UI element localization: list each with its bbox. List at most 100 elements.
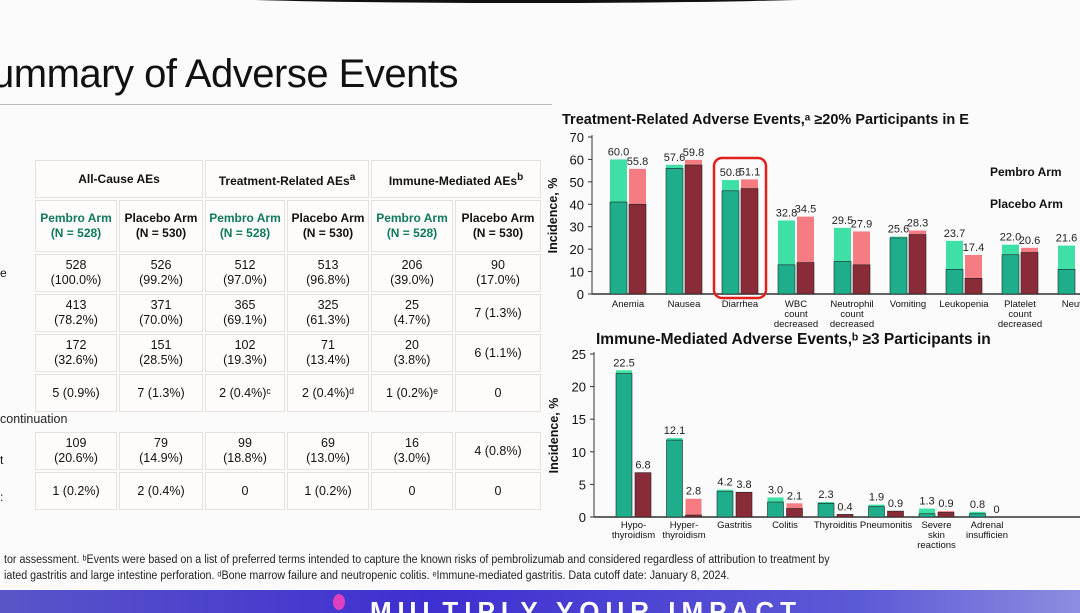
pembro-bar-inner-segment [969, 513, 986, 518]
category-label: Anemia [612, 299, 645, 310]
data-label: 0 [993, 504, 999, 516]
charts-canvas: Treatment-Related Adverse Events,ᵃ ≥20% … [546, 112, 1080, 551]
placebo-bar-inner-segment [937, 512, 955, 518]
data-label: 4.2 [717, 477, 732, 489]
pembro-bar-inner-segment [945, 269, 964, 295]
data-label: 20.6 [1019, 235, 1040, 247]
data-label: 0.4 [837, 501, 852, 513]
category-label: Hypo- [621, 520, 646, 531]
chart-title: Treatment-Related Adverse Events,ᵃ ≥20% … [562, 112, 969, 128]
banner: MULTIPLY YOUR IMPACT [0, 590, 1080, 613]
table-cell: 151 (28.5%) [119, 334, 203, 372]
pembro-bar-inner-segment [868, 506, 885, 518]
table-cell: 69 (13.0%) [287, 432, 369, 470]
data-label: 6.8 [635, 460, 650, 472]
data-label: 0.8 [970, 499, 985, 511]
category-label: reactions [917, 540, 956, 551]
data-label: 29.5 [832, 215, 853, 227]
table-cell: 0 [371, 472, 453, 510]
table-cell: 7 (1.3%) [119, 374, 203, 412]
y-axis-label: Incidence, % [546, 178, 560, 254]
highlight-box [712, 156, 768, 300]
y-tick-label: 5 [579, 477, 586, 492]
category-label: Severe [921, 520, 951, 531]
arm-header: Placebo Arm (N = 530) [287, 200, 369, 252]
table-cell: 2 (0.4%) [119, 472, 203, 510]
table-cell: 90 (17.0%) [455, 254, 541, 292]
arm-header: Pembro Arm (N = 528) [371, 200, 453, 252]
table-cell: 2 (0.4%)ᵈ [287, 374, 369, 412]
pembro-bar-inner-segment [833, 261, 852, 295]
data-label: 55.8 [627, 156, 648, 168]
legend-label: Placebo Arm [990, 197, 1063, 211]
group-header: All-Cause AEs [35, 160, 203, 198]
footnote-line: tor assessment. ᵇEvents were based on a … [4, 554, 830, 566]
placebo-bar-inner-segment [836, 514, 854, 518]
data-label: 21.6 [1056, 233, 1077, 245]
data-label: 51.1 [739, 166, 760, 178]
category-label: WBC [785, 299, 807, 310]
data-label: 1.3 [919, 496, 934, 508]
data-label: 50.8 [720, 167, 741, 179]
data-label: 23.7 [944, 228, 965, 240]
data-label: 12.1 [664, 425, 685, 437]
arm-header: Pembro Arm (N = 528) [205, 200, 285, 252]
y-tick-label: 15 [572, 412, 586, 427]
data-label: 27.9 [851, 218, 872, 230]
placebo-bar-inner-segment [735, 491, 753, 518]
data-label: 22.5 [613, 357, 634, 369]
data-label: 59.8 [683, 147, 704, 159]
table-cell: 1 (0.2%) [287, 472, 369, 510]
category-label: Nausea [668, 299, 701, 310]
data-label: 34.5 [795, 204, 816, 216]
placebo-bar [685, 498, 702, 517]
category-label: count [784, 309, 808, 320]
category-label: Platelet [1004, 299, 1036, 310]
table-cell: 16 (3.0%) [371, 432, 453, 470]
projector-edge [170, 0, 880, 3]
y-tick-label: 0 [577, 287, 584, 302]
table-cell: 6 (1.1%) [455, 334, 541, 372]
placebo-bar-inner-segment [1020, 252, 1039, 295]
placebo-bar-inner-segment [852, 264, 871, 295]
table-cell: 71 (13.4%) [287, 334, 369, 372]
y-tick-label: 25 [572, 347, 586, 362]
category-label: insufficien [966, 530, 1008, 541]
pembro-bar-inner-segment [716, 491, 734, 518]
category-label: Hyper- [670, 520, 699, 531]
table-cell: 109 (20.6%) [35, 432, 117, 470]
y-tick-label: 0 [579, 510, 586, 525]
placebo-bar-inner-segment [740, 188, 759, 295]
arm-header: Placebo Arm (N = 530) [119, 200, 203, 252]
chart-title: Immune-Mediated Adverse Events,ᵇ ≥3 Part… [596, 331, 991, 348]
logo-icon [333, 594, 345, 610]
pembro-bar-inner-segment [666, 439, 683, 518]
category-label: Neutrophil [830, 299, 873, 310]
table-row: 528 (100.0%) 526 (99.2%) 512 (97.0%) 513 (9… [35, 254, 541, 292]
data-label: 2.8 [686, 486, 701, 498]
data-label: 60.0 [608, 146, 629, 158]
table-cell: 512 (97.0%) [205, 254, 285, 292]
pembro-bar-inner-segment [721, 190, 740, 295]
table-cell: 325 (61.3%) [287, 294, 369, 332]
table-cell: 0 [455, 472, 541, 510]
placebo-bar-inner-segment [908, 234, 927, 295]
placebo-bar-inner-segment [628, 203, 647, 295]
data-label: 57.6 [664, 152, 685, 164]
table-row: 413 (78.2%) 371 (70.0%) 365 (69.1%) 325 (61… [35, 294, 541, 332]
category-label: thyroidism [662, 530, 705, 541]
table-cell: 365 (69.1%) [205, 294, 285, 332]
slide-title: ummary of Adverse Events [0, 52, 458, 96]
placebo-bar-inner-segment [685, 514, 702, 518]
table-cell: 413 (78.2%) [35, 294, 117, 332]
category-label: Vomiting [890, 299, 926, 310]
category-label: Colitis [772, 520, 798, 531]
category-label: decreased [830, 319, 874, 330]
table-row: 5 (0.9%) 7 (1.3%) 2 (0.4%)ᶜ 2 (0.4%)ᵈ 1 (0.2… [35, 374, 541, 412]
y-tick-label: 20 [570, 242, 584, 257]
category-label: Thyroiditis [814, 520, 858, 531]
placebo-bar-inner-segment [796, 262, 815, 295]
pembro-bar-inner-segment [918, 513, 936, 518]
y-tick-label: 10 [570, 265, 584, 280]
group-header: Immune-Mediated AEsb [371, 160, 541, 198]
